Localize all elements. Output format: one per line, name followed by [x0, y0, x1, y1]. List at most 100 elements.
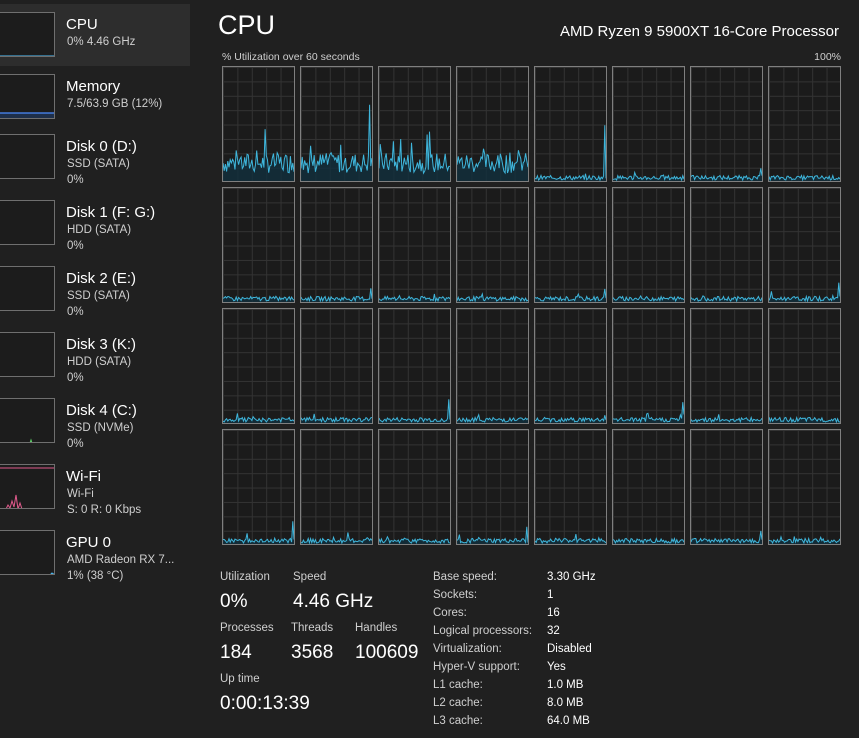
disk-thumbnail-graph — [0, 134, 55, 179]
logical-processor-graph — [300, 429, 373, 545]
logical-processor-graph — [612, 66, 685, 182]
sidebar-item-usage: 0% — [67, 240, 84, 252]
sidebar-item-title: Disk 4 (C:) — [66, 402, 137, 419]
threads-label: Threads — [291, 622, 334, 634]
disk-thumbnail-graph — [0, 332, 55, 377]
logical-processor-graph — [612, 187, 685, 303]
sidebar-item-title: Disk 2 (E:) — [66, 270, 137, 287]
sidebar-item-subtitle: HDD (SATA) — [67, 356, 132, 368]
sidebar-item-title: Disk 1 (F: G:) — [66, 204, 156, 221]
logical-processor-graph — [222, 308, 295, 424]
uptime-label: Up time — [220, 673, 260, 685]
sidebar-item-gpu-0[interactable]: GPU 0 AMD Radeon RX 7... 1% (38 °C) — [0, 522, 190, 584]
page-title: CPU — [218, 10, 276, 40]
disk-thumbnail-graph — [0, 398, 55, 443]
cpu-thumbnail-graph — [0, 12, 55, 57]
logical-processor-graph — [378, 66, 451, 182]
sidebar-item-subtitle: AMD Radeon RX 7... — [67, 554, 175, 566]
sidebar-item-usage: 0% — [67, 372, 84, 384]
sidebar-item-title: Wi-Fi — [66, 468, 101, 485]
spec-value: 8.0 MB — [547, 697, 584, 709]
logical-processor-graph — [612, 429, 685, 545]
spec-label: L1 cache: — [433, 679, 483, 691]
wifi-thumbnail-graph — [0, 464, 55, 509]
logical-processor-graphs[interactable] — [222, 66, 842, 546]
sidebar-item-usage: 0% — [67, 174, 84, 186]
logical-processor-graph — [222, 429, 295, 545]
utilization-value: 0% — [220, 591, 248, 612]
logical-processor-graph — [612, 308, 685, 424]
speed-value: 4.46 GHz — [293, 591, 374, 612]
logical-processor-graph — [222, 66, 295, 182]
spec-value: 1 — [547, 589, 554, 601]
handles-value: 100609 — [355, 642, 419, 663]
sidebar-item-wifi[interactable]: Wi-Fi Wi-Fi S: 0 R: 0 Kbps — [0, 456, 190, 518]
logical-processor-graph — [378, 429, 451, 545]
sidebar-item-subtitle: 0% 4.46 GHz — [67, 36, 136, 48]
sidebar-item-disk-4[interactable]: Disk 4 (C:) SSD (NVMe) 0% — [0, 390, 190, 452]
logical-processor-graph — [534, 187, 607, 303]
uptime-value: 0:00:13:39 — [220, 693, 310, 714]
logical-processor-graph — [300, 187, 373, 303]
sidebar-item-subtitle: SSD (SATA) — [67, 158, 130, 170]
logical-processor-graph — [768, 308, 841, 424]
spec-value: 3.30 GHz — [547, 571, 596, 583]
logical-processor-graph — [378, 187, 451, 303]
sidebar-item-cpu[interactable]: CPU 0% 4.46 GHz — [0, 4, 190, 66]
sidebar-item-subtitle: SSD (NVMe) — [67, 422, 134, 434]
spec-label: Cores: — [433, 607, 467, 619]
logical-processor-graph — [768, 187, 841, 303]
spec-label: Virtualization: — [433, 643, 502, 655]
gpu-thumbnail-graph — [0, 530, 55, 575]
memory-thumbnail-graph — [0, 74, 55, 119]
disk-thumbnail-graph — [0, 200, 55, 245]
sidebar-item-title: CPU — [66, 16, 98, 33]
logical-processor-graph — [534, 308, 607, 424]
logical-processor-graph — [690, 187, 763, 303]
spec-value: 1.0 MB — [547, 679, 584, 691]
logical-processor-graph — [456, 187, 529, 303]
processes-label: Processes — [220, 622, 274, 634]
disk-thumbnail-graph — [0, 266, 55, 311]
spec-label: Base speed: — [433, 571, 497, 583]
spec-value: Yes — [547, 661, 566, 673]
sidebar-item-disk-2[interactable]: Disk 2 (E:) SSD (SATA) 0% — [0, 258, 190, 320]
sidebar-item-disk-1[interactable]: Disk 1 (F: G:) HDD (SATA) 0% — [0, 192, 190, 254]
logical-processor-graph — [768, 429, 841, 545]
logical-processor-graph — [300, 66, 373, 182]
logical-processor-graph — [690, 66, 763, 182]
logical-processor-graph — [222, 187, 295, 303]
spec-label: Hyper-V support: — [433, 661, 520, 673]
spec-value: Disabled — [547, 643, 592, 655]
logical-processor-graph — [534, 66, 607, 182]
sidebar-item-disk-0[interactable]: Disk 0 (D:) SSD (SATA) 0% — [0, 126, 190, 188]
sidebar-item-title: Memory — [66, 78, 121, 95]
sidebar-item-subtitle: 7.5/63.9 GB (12%) — [67, 98, 163, 110]
sidebar-item-disk-3[interactable]: Disk 3 (K:) HDD (SATA) 0% — [0, 324, 190, 386]
sidebar: CPU 0% 4.46 GHz Memory 7.5/63.9 GB (12%)… — [0, 0, 190, 738]
utilization-label: Utilization — [220, 571, 270, 583]
logical-processor-graph — [690, 308, 763, 424]
sidebar-item-subtitle: SSD (SATA) — [67, 290, 130, 302]
cpu-detail-panel: CPU AMD Ryzen 9 5900XT 16-Core Processor… — [190, 0, 859, 738]
logical-processor-graph — [456, 429, 529, 545]
logical-processor-graph — [768, 66, 841, 182]
threads-value: 3568 — [291, 642, 334, 663]
sidebar-item-title: Disk 0 (D:) — [66, 138, 137, 155]
logical-processor-graph — [300, 308, 373, 424]
spec-value: 16 — [547, 607, 560, 619]
sidebar-item-subtitle: HDD (SATA) — [67, 224, 132, 236]
graph-max-label: 100% — [814, 51, 841, 63]
handles-label: Handles — [355, 622, 398, 634]
cpu-model-name: AMD Ryzen 9 5900XT 16-Core Processor — [559, 23, 839, 40]
spec-value: 64.0 MB — [547, 715, 590, 727]
sidebar-item-usage: 0% — [67, 438, 84, 450]
graph-caption: % Utilization over 60 seconds — [222, 51, 360, 63]
sidebar-item-usage: 1% (38 °C) — [67, 570, 124, 582]
speed-label: Speed — [293, 571, 327, 583]
sidebar-item-memory[interactable]: Memory 7.5/63.9 GB (12%) — [0, 66, 190, 128]
logical-processor-graph — [456, 66, 529, 182]
sidebar-item-title: GPU 0 — [66, 534, 112, 551]
logical-processor-graph — [456, 308, 529, 424]
logical-processor-graph — [534, 429, 607, 545]
